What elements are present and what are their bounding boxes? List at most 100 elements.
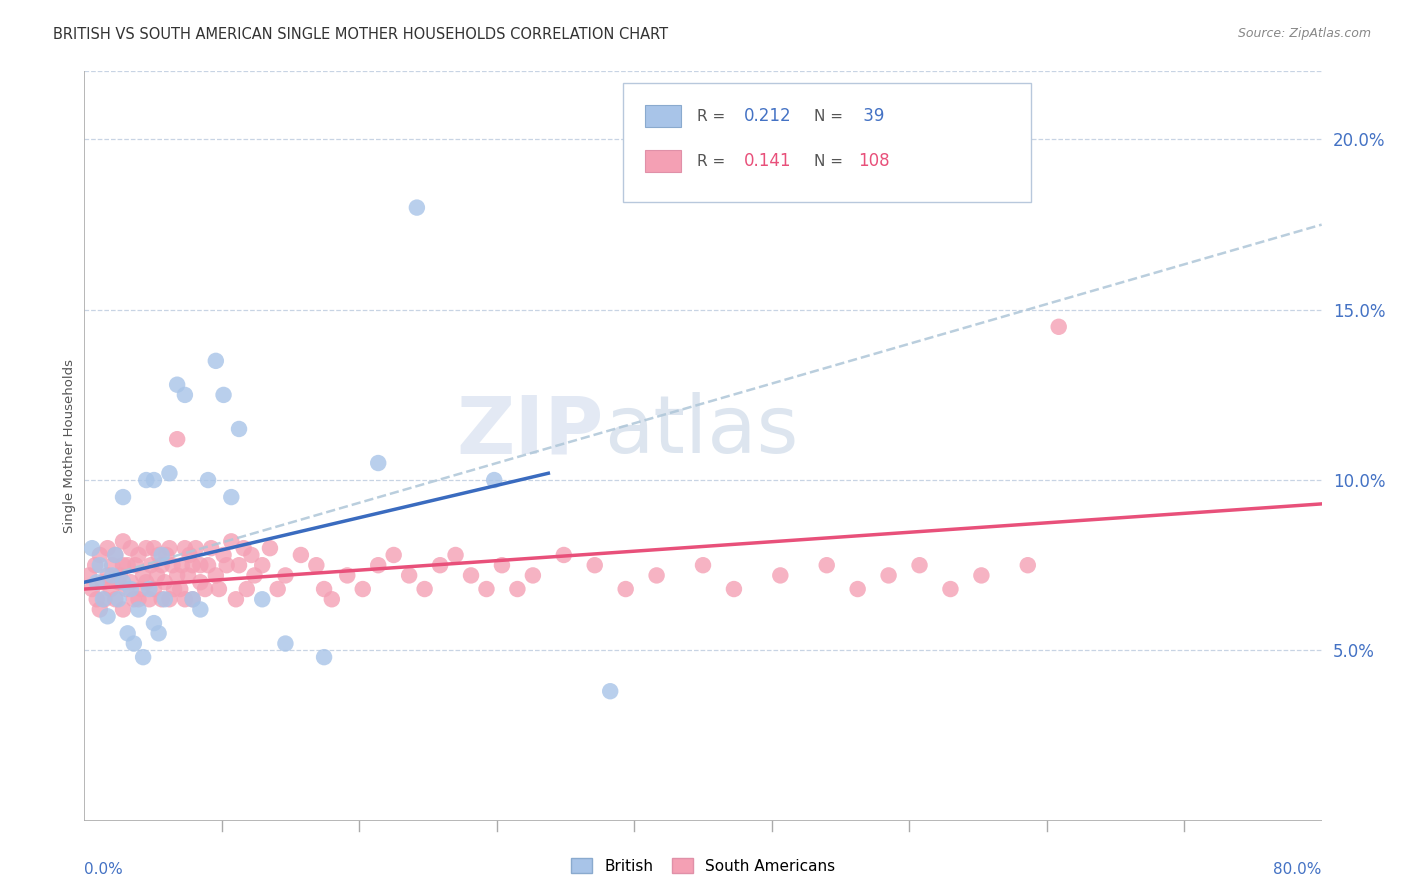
- Point: [200, 541, 222, 556]
- Point: [138, 582, 160, 596]
- Point: [274, 568, 297, 582]
- Point: [352, 582, 374, 596]
- Point: [166, 432, 188, 446]
- Point: [506, 582, 529, 596]
- Point: [429, 558, 451, 573]
- Point: [212, 388, 235, 402]
- FancyBboxPatch shape: [645, 151, 681, 172]
- Point: [153, 575, 176, 590]
- Point: [267, 582, 290, 596]
- Point: [645, 568, 668, 582]
- Point: [96, 568, 118, 582]
- Point: [1047, 319, 1070, 334]
- Point: [815, 558, 838, 573]
- Point: [91, 592, 114, 607]
- Point: [89, 548, 111, 562]
- Point: [312, 650, 335, 665]
- Point: [205, 568, 228, 582]
- Point: [150, 548, 173, 562]
- Point: [232, 541, 254, 556]
- Point: [367, 456, 389, 470]
- Text: N =: N =: [814, 109, 848, 124]
- Point: [197, 558, 219, 573]
- Point: [235, 582, 259, 596]
- Point: [108, 568, 131, 582]
- Point: [100, 582, 122, 596]
- Point: [155, 548, 177, 562]
- Point: [444, 548, 467, 562]
- Text: 39: 39: [858, 107, 884, 125]
- Point: [122, 636, 145, 650]
- Text: Source: ZipAtlas.com: Source: ZipAtlas.com: [1237, 27, 1371, 40]
- Point: [219, 534, 242, 549]
- Point: [132, 568, 155, 582]
- Point: [908, 558, 931, 573]
- Point: [484, 473, 506, 487]
- Point: [692, 558, 714, 573]
- Point: [583, 558, 606, 573]
- Point: [124, 558, 146, 573]
- Point: [188, 602, 211, 616]
- Point: [86, 575, 108, 590]
- Point: [112, 575, 135, 590]
- Point: [259, 541, 281, 556]
- Point: [127, 602, 149, 616]
- Point: [599, 684, 621, 698]
- Point: [131, 582, 153, 596]
- Point: [939, 582, 962, 596]
- Point: [112, 534, 135, 549]
- Point: [382, 548, 405, 562]
- Point: [132, 650, 155, 665]
- Point: [120, 575, 142, 590]
- Point: [174, 541, 197, 556]
- Point: [112, 490, 135, 504]
- Point: [491, 558, 513, 573]
- Point: [179, 548, 201, 562]
- Point: [163, 582, 186, 596]
- Point: [143, 616, 166, 631]
- Point: [769, 568, 792, 582]
- Text: 80.0%: 80.0%: [1274, 862, 1322, 877]
- Point: [1017, 558, 1039, 573]
- Text: 0.0%: 0.0%: [84, 862, 124, 877]
- Point: [148, 548, 170, 562]
- Point: [877, 568, 900, 582]
- Point: [166, 568, 188, 582]
- Point: [117, 558, 139, 573]
- Y-axis label: Single Mother Households: Single Mother Households: [63, 359, 76, 533]
- Point: [162, 558, 184, 573]
- Point: [107, 592, 129, 607]
- Point: [250, 558, 273, 573]
- Point: [305, 558, 328, 573]
- Point: [166, 377, 188, 392]
- Text: R =: R =: [697, 153, 730, 169]
- Point: [212, 548, 235, 562]
- Point: [143, 541, 166, 556]
- Point: [153, 592, 176, 607]
- Point: [82, 541, 104, 556]
- Text: N =: N =: [814, 153, 848, 169]
- Point: [243, 568, 266, 582]
- Point: [290, 548, 312, 562]
- Legend: British, South Americans: British, South Americans: [565, 852, 841, 880]
- Point: [181, 558, 204, 573]
- Point: [228, 422, 250, 436]
- Point: [112, 558, 135, 573]
- Point: [93, 592, 115, 607]
- Point: [312, 582, 335, 596]
- Point: [219, 490, 242, 504]
- Point: [723, 582, 745, 596]
- Point: [96, 609, 118, 624]
- Point: [215, 558, 238, 573]
- Point: [169, 582, 191, 596]
- Point: [846, 582, 869, 596]
- Point: [460, 568, 482, 582]
- Point: [159, 467, 180, 481]
- Text: R =: R =: [697, 109, 730, 124]
- Point: [170, 558, 193, 573]
- FancyBboxPatch shape: [645, 105, 681, 128]
- Text: 0.141: 0.141: [744, 153, 792, 170]
- Point: [188, 558, 211, 573]
- Point: [188, 575, 211, 590]
- Point: [405, 201, 427, 215]
